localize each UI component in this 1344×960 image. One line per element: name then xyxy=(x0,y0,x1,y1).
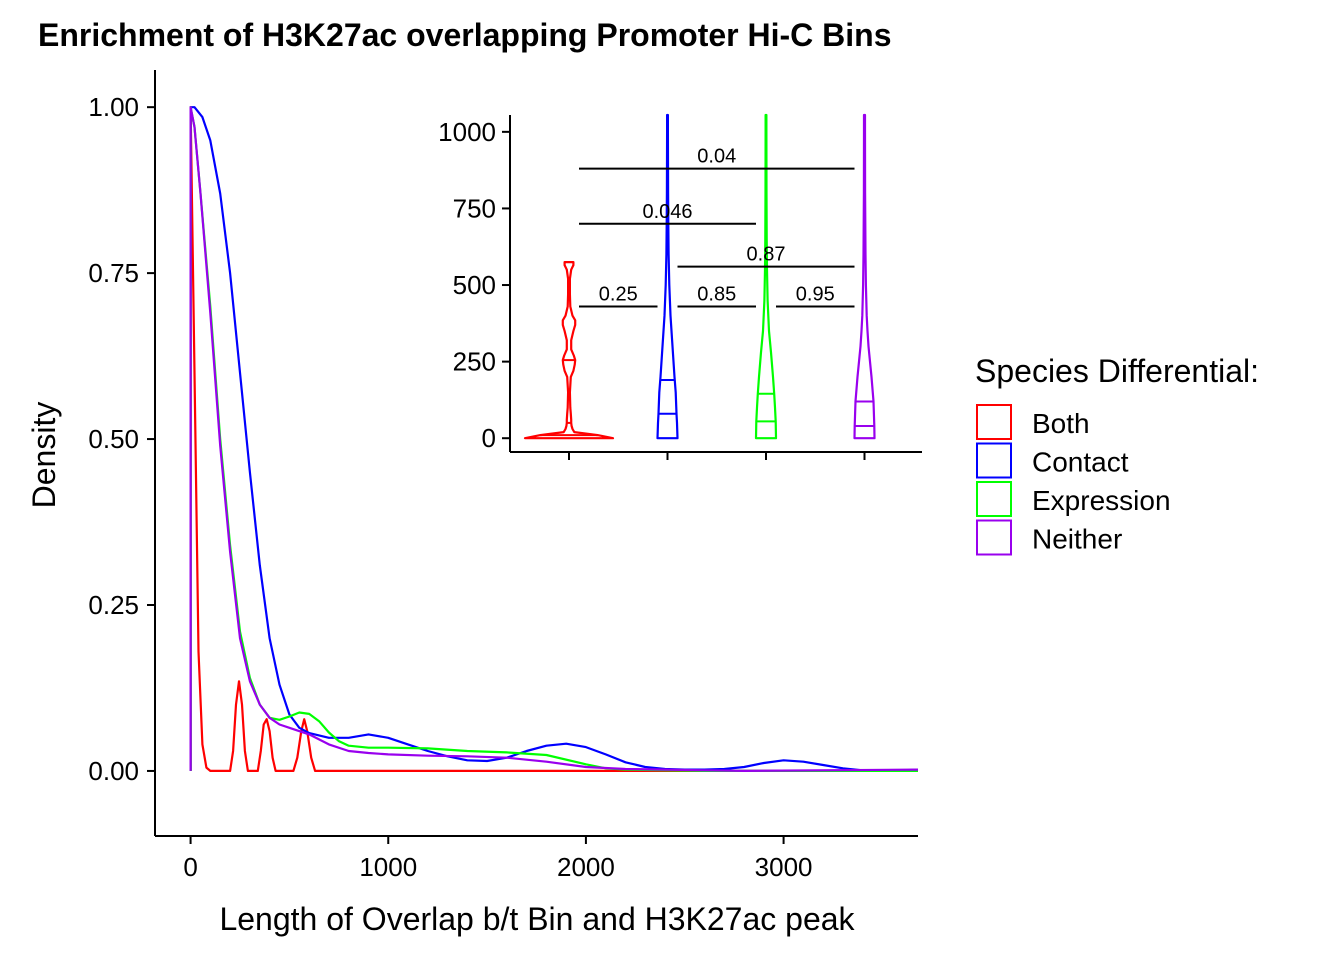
legend-title: Species Differential: xyxy=(975,353,1259,389)
inset-y-tick-label: 1000 xyxy=(438,117,496,147)
violin-both xyxy=(523,261,615,440)
legend-key-contact xyxy=(976,442,1012,479)
density-line-contact xyxy=(189,106,919,772)
y-tick-label: 0.50 xyxy=(88,424,139,454)
comparison-pvalue: 0.04 xyxy=(697,146,736,168)
comparison-pvalue: 0.046 xyxy=(642,201,692,223)
y-axis-label: Density xyxy=(26,402,62,509)
comparison-pvalue: 0.95 xyxy=(796,283,835,305)
x-tick-label: 2000 xyxy=(557,852,615,882)
inset-y-tick-label: 250 xyxy=(453,347,496,377)
y-tick-label: 0.25 xyxy=(88,590,139,620)
legend-label-contact: Contact xyxy=(1032,447,1129,478)
x-tick-label: 1000 xyxy=(359,852,417,882)
chart-title: Enrichment of H3K27ac overlapping Promot… xyxy=(38,17,892,53)
comparison-pvalue: 0.25 xyxy=(599,283,638,305)
inset-y-tick-label: 0 xyxy=(482,423,496,453)
violin-neither xyxy=(853,113,876,440)
legend-key-both xyxy=(976,404,1012,440)
violin-expression xyxy=(754,113,778,440)
legend-label-neither: Neither xyxy=(1032,524,1122,555)
main-density-plot: 0.00 0.25 0.50 0.75 1.00 0 1000 2000 3000 xyxy=(88,70,919,882)
violin-contact xyxy=(656,113,679,440)
inset-violin-plot: 0 250 500 750 1000 0.25 0.85 0.95 0.87 0.046 0.04 xyxy=(438,113,922,460)
density-line-both xyxy=(189,106,918,772)
comparison-pvalue: 0.87 xyxy=(747,244,786,266)
x-tick-label: 3000 xyxy=(755,852,813,882)
density-line-neither xyxy=(189,106,919,772)
legend-label-both: Both xyxy=(1032,408,1090,439)
y-tick-label: 0.00 xyxy=(88,756,139,786)
inset-y-tick-label: 750 xyxy=(453,193,496,223)
legend-label-expression: Expression xyxy=(1032,485,1171,516)
x-tick-label: 0 xyxy=(183,852,197,882)
x-axis-label: Length of Overlap b/t Bin and H3K27ac pe… xyxy=(219,901,855,937)
y-tick-label: 1.00 xyxy=(88,92,139,122)
legend-key-neither xyxy=(976,519,1012,556)
inset-y-tick-label: 500 xyxy=(453,270,496,300)
comparison-pvalue: 0.85 xyxy=(697,283,736,305)
y-tick-label: 0.75 xyxy=(88,258,139,288)
legend-key-expression xyxy=(976,481,1012,517)
legend: Species Differential: Both Contact Express… xyxy=(975,353,1259,556)
